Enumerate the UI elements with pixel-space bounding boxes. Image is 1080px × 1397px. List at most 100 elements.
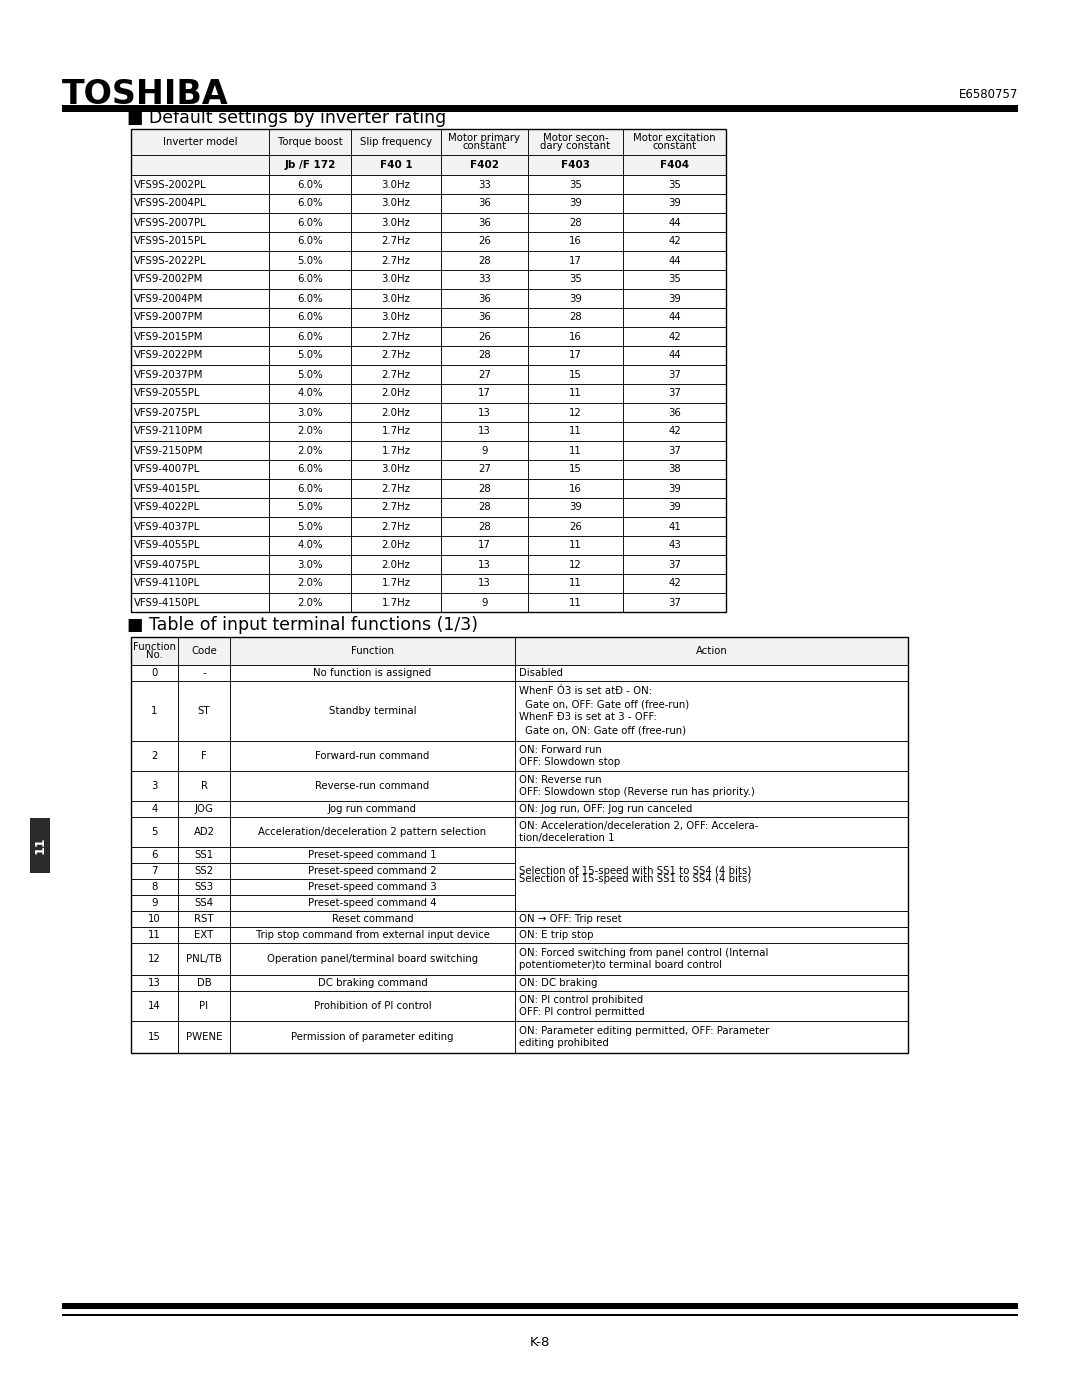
- Bar: [351, 365, 441, 384]
- Bar: [131, 307, 269, 327]
- Text: ON: E trip stop: ON: E trip stop: [519, 930, 594, 940]
- Bar: [528, 422, 623, 441]
- Text: VFS9-4037PL: VFS9-4037PL: [134, 521, 201, 531]
- Bar: [30, 817, 50, 873]
- Text: 37: 37: [669, 388, 680, 398]
- Bar: [230, 975, 515, 990]
- Bar: [528, 517, 623, 536]
- Bar: [623, 346, 726, 365]
- Text: 37: 37: [669, 598, 680, 608]
- Bar: [131, 129, 269, 155]
- Text: 5.0%: 5.0%: [297, 256, 323, 265]
- Text: 12: 12: [148, 954, 161, 964]
- Text: 6.0%: 6.0%: [297, 218, 323, 228]
- Bar: [131, 289, 269, 307]
- Bar: [178, 680, 230, 740]
- Bar: [269, 555, 351, 574]
- Bar: [515, 665, 908, 680]
- Text: DB: DB: [197, 978, 212, 988]
- Bar: [528, 194, 623, 212]
- Text: 2.0%: 2.0%: [297, 446, 323, 455]
- Bar: [441, 212, 528, 232]
- Text: 11: 11: [569, 598, 582, 608]
- Text: Slip frequency: Slip frequency: [360, 137, 432, 147]
- Text: Reverse-run command: Reverse-run command: [315, 781, 430, 791]
- Bar: [528, 175, 623, 194]
- Text: Function: Function: [133, 643, 176, 652]
- Bar: [178, 740, 230, 771]
- Text: editing prohibited: editing prohibited: [519, 1038, 609, 1048]
- Text: 28: 28: [478, 256, 491, 265]
- Bar: [623, 129, 726, 155]
- Bar: [269, 270, 351, 289]
- Text: 39: 39: [669, 483, 680, 493]
- Bar: [623, 194, 726, 212]
- Text: R: R: [201, 781, 207, 791]
- Text: Permission of parameter editing: Permission of parameter editing: [292, 1032, 454, 1042]
- Text: VFS9-4022PL: VFS9-4022PL: [134, 503, 200, 513]
- Text: 3.0Hz: 3.0Hz: [381, 218, 410, 228]
- Text: ON: Forced switching from panel control (Internal: ON: Forced switching from panel control …: [519, 947, 768, 957]
- Bar: [623, 422, 726, 441]
- Bar: [623, 460, 726, 479]
- Bar: [178, 943, 230, 975]
- Text: 8: 8: [151, 882, 158, 893]
- Text: potentiometer)to terminal board control: potentiometer)to terminal board control: [519, 960, 723, 971]
- Text: dary constant: dary constant: [540, 141, 610, 151]
- Bar: [178, 637, 230, 665]
- Bar: [351, 592, 441, 612]
- Text: F403: F403: [561, 161, 590, 170]
- Text: PNL/TB: PNL/TB: [186, 954, 221, 964]
- Bar: [269, 517, 351, 536]
- Bar: [131, 990, 178, 1021]
- Text: 28: 28: [569, 313, 582, 323]
- Bar: [131, 817, 178, 847]
- Bar: [131, 555, 269, 574]
- Text: VFS9-2004PM: VFS9-2004PM: [134, 293, 203, 303]
- Bar: [269, 592, 351, 612]
- Text: VFS9-4150PL: VFS9-4150PL: [134, 598, 201, 608]
- Text: VFS9-2002PM: VFS9-2002PM: [134, 274, 203, 285]
- Bar: [230, 1021, 515, 1053]
- Bar: [131, 384, 269, 402]
- Bar: [131, 194, 269, 212]
- Bar: [230, 911, 515, 928]
- Text: ■ Table of input terminal functions (1/3): ■ Table of input terminal functions (1/3…: [127, 616, 478, 634]
- Bar: [351, 497, 441, 517]
- Bar: [131, 346, 269, 365]
- Text: ST: ST: [198, 705, 211, 717]
- Bar: [528, 441, 623, 460]
- Bar: [528, 155, 623, 175]
- Bar: [528, 460, 623, 479]
- Bar: [178, 771, 230, 800]
- Text: 2.7Hz: 2.7Hz: [381, 369, 410, 380]
- Text: 2.0%: 2.0%: [297, 598, 323, 608]
- Text: 26: 26: [569, 521, 582, 531]
- Bar: [131, 517, 269, 536]
- Bar: [269, 232, 351, 251]
- Text: Action: Action: [696, 645, 727, 657]
- Bar: [62, 105, 1018, 112]
- Bar: [131, 975, 178, 990]
- Bar: [269, 365, 351, 384]
- Text: RST: RST: [194, 914, 214, 923]
- Bar: [351, 346, 441, 365]
- Bar: [515, 800, 908, 817]
- Text: 26: 26: [478, 331, 491, 341]
- Bar: [441, 129, 528, 155]
- Bar: [62, 1315, 1018, 1316]
- Bar: [623, 497, 726, 517]
- Text: VFS9-4007PL: VFS9-4007PL: [134, 464, 201, 475]
- Bar: [515, 863, 908, 879]
- Text: 6.0%: 6.0%: [297, 293, 323, 303]
- Text: 28: 28: [478, 483, 491, 493]
- Bar: [351, 422, 441, 441]
- Bar: [515, 990, 908, 1021]
- Text: 38: 38: [669, 464, 680, 475]
- Text: 6: 6: [151, 849, 158, 861]
- Text: 3.0%: 3.0%: [297, 560, 323, 570]
- Text: 5.0%: 5.0%: [297, 369, 323, 380]
- Text: VFS9S-2022PL: VFS9S-2022PL: [134, 256, 206, 265]
- Text: 5: 5: [151, 827, 158, 837]
- Text: 2.7Hz: 2.7Hz: [381, 503, 410, 513]
